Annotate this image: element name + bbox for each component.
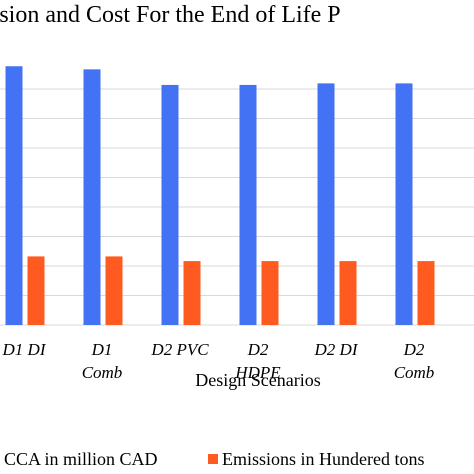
bar [395,83,413,325]
bar [161,84,179,325]
bar [183,261,201,325]
bar [317,83,335,325]
bar [417,261,435,325]
bar [83,69,101,326]
legend: CCA in million CAD Emissions in Hundered … [4,449,425,469]
x-tick-label: D1 [91,340,113,359]
chart-title: ssion and Cost For the End of Life P [0,2,341,28]
x-tick-label: D1 DI [2,340,47,359]
x-axis-label: Design Scenarios [195,370,320,390]
x-tick-label: D2 [403,340,425,359]
bar [27,256,45,325]
legend-label: CCA in million CAD [4,449,158,469]
gridlines [0,88,474,326]
x-tick-label: D2 DI [314,340,359,359]
x-tick-label: HDPE [234,363,281,382]
bars-group [5,66,435,326]
legend-label: Emissions in Hundered tons [222,449,425,469]
bar [261,261,279,325]
bar [5,66,23,325]
x-tick-label: D2 [247,340,269,359]
legend-swatch [208,454,218,464]
x-tick-label: D2 PVC [150,340,209,359]
x-tick-label: Comb [394,363,435,382]
bar [105,256,123,325]
bar [239,84,257,325]
x-tick-label: Comb [82,363,123,382]
bar [339,261,357,325]
